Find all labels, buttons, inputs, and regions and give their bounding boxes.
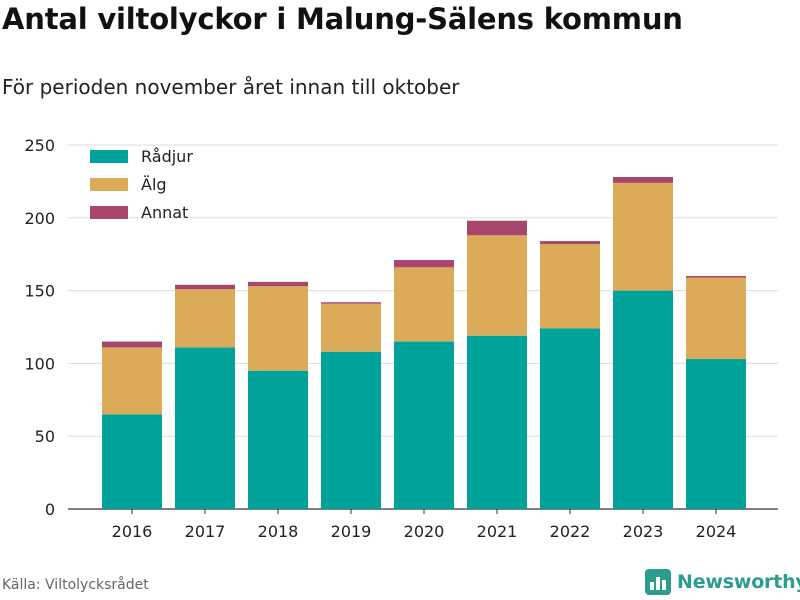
bar-segment-annat	[686, 276, 746, 278]
legend-label: Rådjur	[141, 147, 193, 166]
bar-segment-rådjur	[102, 414, 162, 509]
x-tick-label: 2020	[404, 522, 445, 541]
bar-segment-annat	[321, 302, 381, 304]
chart-title: Antal viltolyckor i Malung-Sälens kommun	[2, 2, 683, 36]
bar-chart-logo-icon	[645, 569, 671, 595]
bar-segment-rådjur	[321, 351, 381, 509]
x-tick-label: 2023	[623, 522, 664, 541]
bar-segment-älg	[248, 286, 308, 371]
x-tick-label: 2022	[550, 522, 591, 541]
x-tick-label: 2021	[477, 522, 518, 541]
y-tick-label: 0	[45, 500, 55, 519]
brand-logo: Newsworthy	[645, 569, 800, 595]
legend-swatch	[90, 150, 128, 163]
y-tick-label: 250	[24, 136, 55, 155]
legend-swatch	[90, 178, 128, 191]
legend-label: Annat	[141, 203, 188, 222]
bars	[102, 177, 746, 509]
bar-segment-rådjur	[394, 341, 454, 509]
y-tick-label: 50	[35, 427, 55, 446]
y-tick-label: 100	[24, 354, 55, 373]
bar-segment-älg	[102, 347, 162, 415]
x-axis-ticks: 2016 2017 2018 2019 2020 2021 2022 2023 2024	[112, 509, 737, 541]
bar-segment-rådjur	[540, 328, 600, 509]
x-tick-label: 2016	[112, 522, 153, 541]
bar-segment-älg	[394, 267, 454, 342]
x-tick-label: 2018	[258, 522, 299, 541]
x-tick-label: 2024	[696, 522, 737, 541]
bar-segment-annat	[102, 341, 162, 348]
bar-segment-rådjur	[467, 335, 527, 509]
y-tick-label: 150	[24, 282, 55, 301]
legend-swatch	[90, 206, 128, 219]
bar-segment-rådjur	[613, 290, 673, 509]
bar-segment-annat	[175, 284, 235, 290]
bar-segment-älg	[175, 289, 235, 348]
bar-segment-annat	[540, 241, 600, 245]
bar-segment-älg	[613, 182, 673, 291]
legend: Rådjur Älg Annat	[90, 147, 193, 222]
bar-segment-annat	[394, 260, 454, 268]
bar-segment-rådjur	[175, 347, 235, 509]
bar-segment-annat	[467, 220, 527, 236]
bar-segment-älg	[321, 303, 381, 352]
bar-segment-älg	[467, 235, 527, 336]
bar-segment-annat	[613, 177, 673, 183]
source-note: Källa: Viltolycksrådet	[2, 577, 149, 593]
y-tick-label: 200	[24, 209, 55, 228]
bar-segment-annat	[248, 281, 308, 287]
brand-name: Newsworthy	[677, 571, 800, 593]
bar-segment-älg	[686, 277, 746, 360]
x-tick-label: 2019	[331, 522, 372, 541]
bar-segment-rådjur	[248, 370, 308, 509]
x-tick-label: 2017	[185, 522, 226, 541]
legend-label: Älg	[141, 175, 167, 194]
bar-segment-rådjur	[686, 359, 746, 509]
y-axis-ticks: 0 50 100 150 200 250	[24, 136, 55, 519]
chart-subtitle: För perioden november året innan till ok…	[2, 75, 460, 99]
bar-segment-älg	[540, 244, 600, 329]
